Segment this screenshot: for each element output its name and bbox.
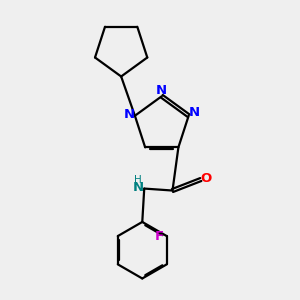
Text: F: F xyxy=(155,230,164,243)
Text: H: H xyxy=(134,175,142,185)
Text: N: N xyxy=(156,84,167,97)
Text: N: N xyxy=(132,181,143,194)
Text: N: N xyxy=(124,109,135,122)
Text: N: N xyxy=(189,106,200,119)
Text: O: O xyxy=(201,172,212,185)
